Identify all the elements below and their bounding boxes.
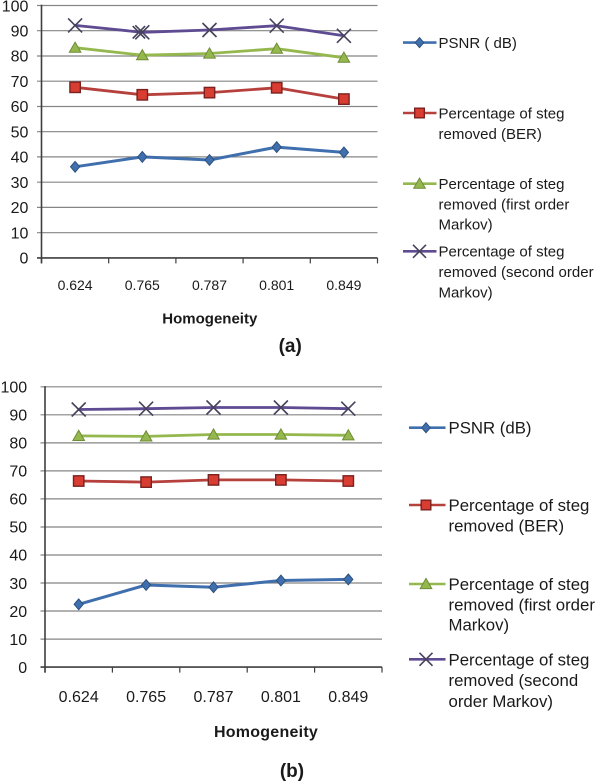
svg-text:70: 70 — [11, 74, 29, 91]
svg-text:Markov): Markov) — [439, 285, 493, 302]
svg-text:Percentage of steg: Percentage of steg — [439, 105, 565, 122]
svg-text:90: 90 — [9, 408, 27, 425]
svg-text:0.624: 0.624 — [59, 689, 99, 706]
svg-text:60: 60 — [9, 492, 27, 509]
svg-text:Markov): Markov) — [449, 615, 510, 634]
svg-text:0.787: 0.787 — [193, 689, 233, 706]
svg-text:0.801: 0.801 — [261, 689, 301, 706]
svg-text:0.765: 0.765 — [125, 277, 160, 293]
svg-text:0.765: 0.765 — [126, 689, 166, 706]
svg-text:0.849: 0.849 — [326, 277, 361, 293]
svg-text:30: 30 — [9, 576, 27, 593]
svg-text:50: 50 — [9, 520, 27, 537]
svg-text:0.849: 0.849 — [328, 689, 368, 706]
svg-text:10: 10 — [11, 225, 29, 242]
svg-text:Homogeneity: Homogeneity — [214, 724, 318, 741]
svg-text:100: 100 — [0, 380, 27, 397]
svg-text:Percentage of steg: Percentage of steg — [449, 575, 590, 594]
svg-text:40: 40 — [11, 150, 29, 167]
svg-text:100: 100 — [2, 0, 29, 15]
svg-text:20: 20 — [11, 200, 29, 217]
svg-text:Percentage of steg: Percentage of steg — [449, 650, 590, 669]
svg-text:removed (BER): removed (BER) — [439, 126, 542, 143]
svg-text:Percentage of steg: Percentage of steg — [439, 176, 565, 193]
svg-text:removed (second order: removed (second order — [439, 264, 594, 281]
svg-text:20: 20 — [9, 604, 27, 621]
svg-text:removed (first order: removed (first order — [449, 595, 596, 614]
svg-text:0.787: 0.787 — [192, 277, 227, 293]
svg-text:Homogeneity: Homogeneity — [162, 311, 258, 328]
svg-text:Markov): Markov) — [439, 216, 493, 233]
svg-text:removed (second: removed (second — [449, 671, 579, 690]
svg-text:Percentage of steg: Percentage of steg — [439, 244, 565, 261]
svg-text:60: 60 — [11, 99, 29, 116]
svg-text:removed (first order: removed (first order — [439, 197, 570, 214]
svg-text:0.801: 0.801 — [259, 277, 294, 293]
svg-text:removed (BER): removed (BER) — [449, 516, 565, 535]
svg-text:(a): (a) — [279, 336, 302, 357]
svg-text:Percentage of steg: Percentage of steg — [449, 496, 590, 515]
svg-text:10: 10 — [9, 632, 27, 649]
svg-text:30: 30 — [11, 175, 29, 192]
svg-text:80: 80 — [11, 49, 29, 66]
svg-text:40: 40 — [9, 548, 27, 565]
svg-text:PSNR (dB): PSNR (dB) — [449, 419, 532, 438]
svg-text:50: 50 — [11, 125, 29, 142]
svg-text:70: 70 — [9, 464, 27, 481]
svg-text:80: 80 — [9, 436, 27, 453]
svg-text:order Markov): order Markov) — [449, 692, 553, 711]
svg-text:0: 0 — [18, 660, 27, 677]
svg-text:90: 90 — [11, 24, 29, 41]
svg-text:PSNR ( dB): PSNR ( dB) — [439, 35, 517, 52]
svg-text:0: 0 — [19, 251, 28, 268]
svg-text:(b): (b) — [280, 761, 304, 782]
svg-text:0.624: 0.624 — [58, 277, 93, 293]
